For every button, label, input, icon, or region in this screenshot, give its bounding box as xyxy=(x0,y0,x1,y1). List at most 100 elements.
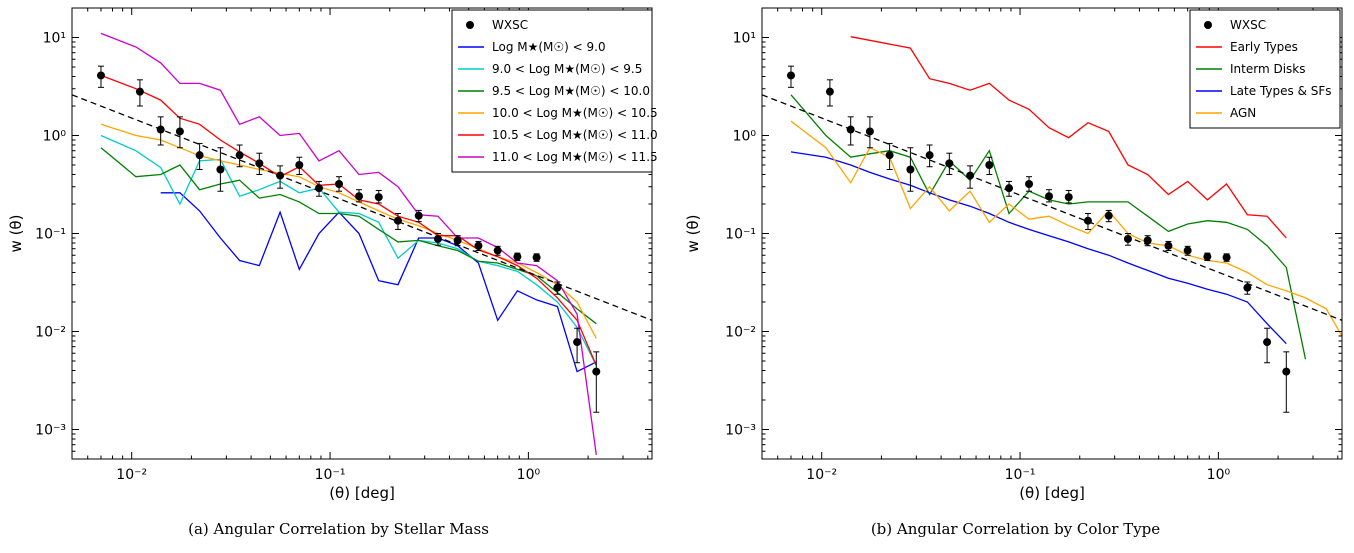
data-point xyxy=(846,125,855,134)
x-tick-label: 10⁰ xyxy=(517,467,541,483)
x-tick-label: 10⁰ xyxy=(1207,467,1231,483)
legend-label: Log M★(M☉) < 9.0 xyxy=(492,40,606,54)
data-point xyxy=(474,241,483,250)
data-point xyxy=(865,127,874,136)
x-tick-label: 10⁻¹ xyxy=(315,467,346,483)
data-point xyxy=(1263,338,1272,347)
data-point xyxy=(393,216,402,225)
data-point xyxy=(553,283,562,292)
legend-marker xyxy=(466,21,474,29)
ticks xyxy=(761,7,1342,460)
data-point xyxy=(1064,193,1073,202)
data-point xyxy=(966,171,975,180)
data-point xyxy=(175,127,184,136)
data-point xyxy=(135,87,144,96)
y-tick-label: 10¹ xyxy=(43,31,66,47)
data-point xyxy=(1143,236,1152,245)
data-point xyxy=(414,211,423,220)
data-point xyxy=(335,179,344,188)
data-point xyxy=(1104,211,1113,220)
data-point xyxy=(433,234,442,243)
y-tick-label: 10⁰ xyxy=(733,129,757,145)
panel-stellar-mass: 10⁻² 10⁻¹ 10⁰ 10⁻³ 10⁻² 10⁻¹ 10⁰ 10¹ (θ) [deg] w … xyxy=(7,7,658,538)
data-point xyxy=(355,192,364,201)
data-point xyxy=(255,159,264,168)
power-law-fit-line xyxy=(72,94,652,321)
series-line-0 xyxy=(850,36,1287,239)
data-point xyxy=(513,252,522,261)
legend-label: 11.0 < Log M★(M☉) < 11.5 xyxy=(492,150,658,164)
legend-label: WXSC xyxy=(492,18,528,32)
y-tick-label: 10⁻² xyxy=(35,324,66,340)
y-axis-label: w (θ) xyxy=(7,215,25,253)
y-tick-label: 10⁰ xyxy=(43,129,67,145)
data-point xyxy=(1243,283,1252,292)
caption-color-type: (b) Angular Correlation by Color Type xyxy=(870,520,1161,538)
legend-label: 10.0 < Log M★(M☉) < 10.5 xyxy=(492,106,658,120)
series-line-3 xyxy=(790,120,1342,337)
data-point xyxy=(1164,241,1173,250)
data-point xyxy=(786,71,795,80)
chart-color-type: 10⁻² 10⁻¹ 10⁰ 10⁻³ 10⁻² 10⁻¹ 10⁰ 10¹ (θ) [deg] w … xyxy=(684,7,1343,502)
data-point xyxy=(374,193,383,202)
data-point xyxy=(493,246,502,255)
y-axis-label: w (θ) xyxy=(684,215,702,253)
data-point xyxy=(825,87,834,96)
data-point xyxy=(592,367,601,376)
data-point xyxy=(885,151,894,160)
chart-stellar-mass: 10⁻² 10⁻¹ 10⁰ 10⁻³ 10⁻² 10⁻¹ 10⁰ 10¹ (θ) [deg] w … xyxy=(7,7,658,502)
data-point xyxy=(573,338,582,347)
y-tick-label: 10⁻¹ xyxy=(725,227,756,243)
legend-label: AGN xyxy=(1230,106,1256,120)
data-point xyxy=(216,165,225,174)
y-tick-label: 10⁻³ xyxy=(725,422,756,438)
data-point xyxy=(1123,234,1132,243)
data-point xyxy=(1025,179,1034,188)
legend: WXSC Early Types Interm Disks Late Types & … xyxy=(1189,9,1341,129)
data-point xyxy=(945,159,954,168)
data-point xyxy=(532,253,541,262)
legend-box xyxy=(451,9,653,173)
legend-marker xyxy=(1204,21,1212,29)
series-line-5 xyxy=(100,32,597,455)
data-point xyxy=(1203,252,1212,261)
x-tick-label: 10⁻¹ xyxy=(1005,467,1036,483)
data-point xyxy=(156,125,165,134)
legend-label: Late Types & SFs xyxy=(1230,84,1332,98)
data-point xyxy=(1222,253,1231,262)
y-tick-label: 10⁻¹ xyxy=(35,227,66,243)
data-point xyxy=(453,236,462,245)
x-axis-label: (θ) [deg] xyxy=(1019,484,1085,502)
data-point xyxy=(315,184,324,193)
data-point xyxy=(1005,184,1014,193)
data-point xyxy=(985,161,994,170)
data-point xyxy=(295,161,304,170)
panel-color-type: 10⁻² 10⁻¹ 10⁰ 10⁻³ 10⁻² 10⁻¹ 10⁰ 10¹ (θ) [deg] w … xyxy=(677,0,1354,553)
legend-label: 10.5 < Log M★(M☉) < 11.0 xyxy=(492,128,658,142)
legend-label: Interm Disks xyxy=(1230,62,1306,76)
caption-stellar-mass: (a) Angular Correlation by Stellar Mass xyxy=(188,520,489,538)
x-tick-label: 10⁻² xyxy=(806,467,837,483)
y-tick-label: 10¹ xyxy=(733,31,756,47)
data-point xyxy=(906,165,915,174)
series-line-2 xyxy=(100,147,597,325)
plot-area xyxy=(762,36,1342,413)
power-law-fit-line xyxy=(762,94,1342,321)
data-point xyxy=(1045,192,1054,201)
y-tick-label: 10⁻³ xyxy=(35,422,66,438)
x-axis-label: (θ) [deg] xyxy=(329,484,395,502)
data-point xyxy=(276,171,285,180)
data-point xyxy=(1282,367,1291,376)
data-point xyxy=(1183,246,1192,255)
series-line-2 xyxy=(790,151,1287,345)
y-tick-label: 10⁻² xyxy=(725,324,756,340)
series-line-0 xyxy=(160,192,597,373)
data-point xyxy=(1083,216,1092,225)
legend-label: WXSC xyxy=(1230,18,1266,32)
legend-label: 9.5 < Log M★(M☉) < 10.0 xyxy=(492,84,650,98)
data-point xyxy=(235,151,244,160)
plot-area xyxy=(72,32,652,455)
legend-label: Early Types xyxy=(1230,40,1298,54)
data-point xyxy=(925,151,934,160)
legend-label: 9.0 < Log M★(M☉) < 9.5 xyxy=(492,62,642,76)
